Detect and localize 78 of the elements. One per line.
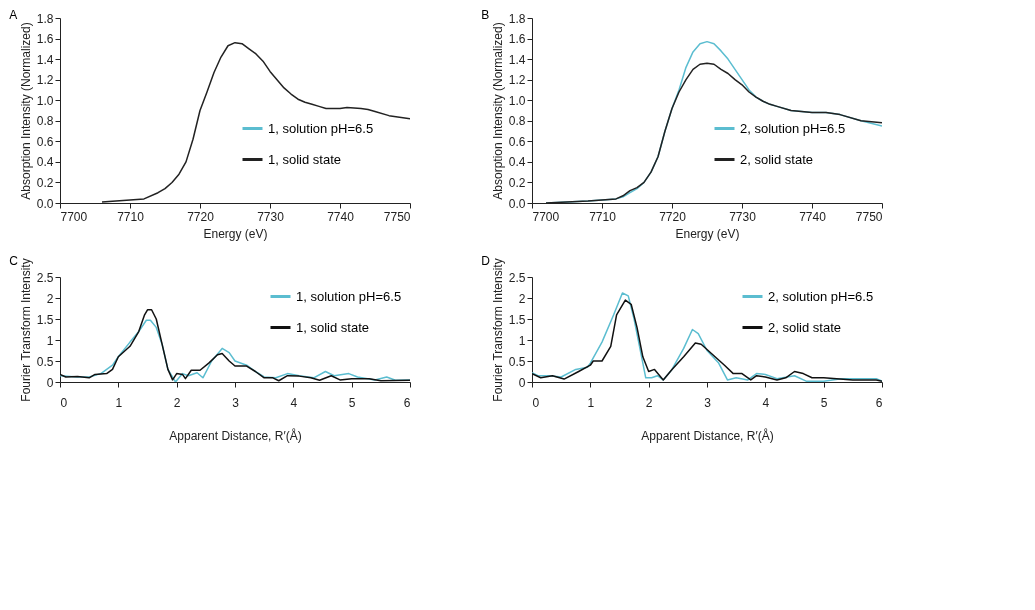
y-tick-label: 0.8: [36, 114, 54, 129]
y-tick-label: 0.4: [36, 155, 54, 170]
y-tick-label: 0.2: [36, 175, 54, 190]
legend-label: 2, solid state: [768, 319, 841, 335]
legend-label: 1, solid state: [296, 319, 369, 335]
chart-title: D: [481, 253, 491, 268]
legend-label: 2, solution pH=6.5: [768, 288, 874, 304]
x-tick-label: 7710: [589, 209, 617, 224]
legend-label: 1, solution pH=6.5: [296, 288, 402, 304]
y-axis-title: Absorption Intensity (Normalized): [490, 22, 505, 200]
x-tick-label: 2: [645, 395, 653, 410]
y-tick-label: 1.4: [508, 52, 526, 67]
x-tick-label: 6: [403, 395, 411, 410]
y-tick-label: 1.4: [36, 52, 54, 67]
y-axis-title: Fourier Transform Intensity: [490, 258, 505, 402]
y-axis-title: Absorption Intensity (Normalized): [18, 22, 33, 200]
x-tick-label: 2: [173, 395, 181, 410]
x-axis-title: Apparent Distance, R′(Å): [169, 427, 302, 443]
chart-title: A: [9, 8, 18, 22]
y-tick-label: 0.8: [508, 114, 526, 129]
y-tick-label: 1.6: [508, 32, 526, 47]
y-tick-label: 0.5: [508, 354, 526, 369]
x-tick-label: 5: [348, 395, 356, 410]
y-tick-label: 0.4: [508, 155, 526, 170]
x-axis-title: Energy (eV): [203, 226, 268, 241]
y-tick-label: 2: [518, 291, 526, 306]
x-tick-label: 7710: [117, 209, 145, 224]
x-tick-label: 0: [60, 395, 68, 410]
chart-title: C: [9, 253, 19, 268]
x-tick-label: 7750: [383, 209, 411, 224]
legend-label: 2, solution pH=6.5: [740, 120, 846, 136]
legend-label: 1, solid state: [268, 151, 341, 167]
x-tick-label: 7700: [60, 209, 88, 224]
y-tick-label: 0.0: [508, 196, 526, 211]
y-tick-label: 1.6: [36, 32, 54, 47]
y-tick-label: 1.0: [36, 93, 54, 108]
y-tick-label: 1.8: [508, 11, 526, 26]
y-tick-label: 0.6: [508, 134, 526, 149]
x-tick-label: 1: [587, 395, 595, 410]
x-tick-label: 7720: [659, 209, 687, 224]
y-tick-label: 1.2: [508, 73, 526, 88]
chart-title: B: [481, 8, 490, 22]
x-tick-label: 1: [115, 395, 123, 410]
y-tick-label: 0: [46, 375, 54, 390]
x-tick-label: 7700: [532, 209, 560, 224]
y-tick-label: 2: [46, 291, 54, 306]
y-tick-label: 1.8: [36, 11, 54, 26]
y-tick-label: 2.5: [36, 270, 54, 285]
y-tick-label: 0.2: [508, 175, 526, 190]
x-tick-label: 4: [290, 395, 298, 410]
x-tick-label: 7730: [729, 209, 757, 224]
y-tick-label: 1.0: [508, 93, 526, 108]
y-tick-label: 2.5: [508, 270, 526, 285]
x-tick-label: 7750: [855, 209, 883, 224]
y-tick-label: 1.5: [508, 312, 526, 327]
x-tick-label: 0: [532, 395, 540, 410]
y-tick-label: 0.6: [36, 134, 54, 149]
y-tick-label: 1: [46, 333, 54, 348]
y-tick-label: 1.5: [36, 312, 54, 327]
x-axis-title: Apparent Distance, R′(Å): [641, 427, 774, 443]
x-tick-label: 3: [232, 395, 240, 410]
y-tick-label: 0: [518, 375, 526, 390]
legend-label: 1, solution pH=6.5: [268, 120, 374, 136]
x-tick-label: 4: [762, 395, 770, 410]
legend-label: 2, solid state: [740, 151, 813, 167]
y-tick-label: 1: [518, 333, 526, 348]
x-tick-label: 5: [820, 395, 828, 410]
x-tick-label: 7720: [187, 209, 215, 224]
x-axis-title: Energy (eV): [675, 226, 740, 241]
y-tick-label: 0.0: [36, 196, 54, 211]
x-tick-label: 7740: [799, 209, 827, 224]
y-tick-label: 0.5: [36, 354, 54, 369]
x-tick-label: 6: [875, 395, 883, 410]
x-tick-label: 3: [704, 395, 712, 410]
y-axis-title: Fourier Transform Intensity: [18, 258, 33, 402]
x-tick-label: 7730: [257, 209, 285, 224]
x-tick-label: 7740: [327, 209, 355, 224]
y-tick-label: 1.2: [36, 73, 54, 88]
